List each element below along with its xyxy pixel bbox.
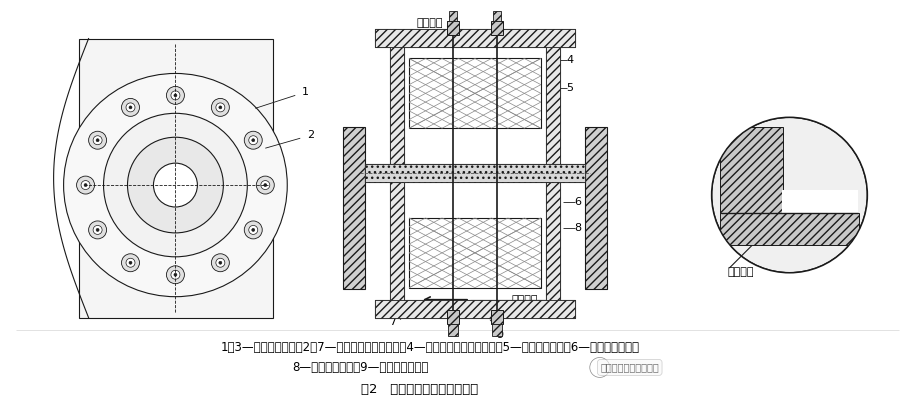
- Circle shape: [174, 94, 177, 97]
- Circle shape: [256, 176, 274, 194]
- Circle shape: [64, 74, 287, 297]
- Text: 8: 8: [575, 223, 581, 233]
- Bar: [491, 20, 503, 35]
- Circle shape: [252, 139, 254, 142]
- Circle shape: [211, 254, 230, 272]
- Circle shape: [219, 261, 221, 264]
- Bar: [390, 47, 404, 300]
- Circle shape: [89, 221, 106, 239]
- Bar: [491, 310, 503, 324]
- Circle shape: [129, 106, 132, 109]
- Circle shape: [93, 225, 102, 234]
- Circle shape: [171, 91, 180, 100]
- Text: 1: 1: [302, 88, 308, 97]
- Bar: [365, 164, 585, 182]
- Circle shape: [96, 228, 99, 231]
- Circle shape: [154, 163, 198, 207]
- Circle shape: [174, 273, 177, 276]
- Text: 7: 7: [390, 317, 397, 327]
- Text: 8—偏心块防护罩；9—防护罩安装螺栓: 8—偏心块防护罩；9—防护罩安装螺栓: [292, 361, 428, 374]
- Bar: [409, 58, 541, 128]
- Bar: [449, 11, 457, 20]
- Circle shape: [122, 99, 139, 116]
- Bar: [781, 190, 858, 213]
- Bar: [365, 164, 585, 182]
- Text: 4: 4: [566, 56, 574, 65]
- Circle shape: [264, 184, 267, 187]
- Bar: [492, 324, 502, 335]
- Circle shape: [167, 266, 185, 284]
- Bar: [79, 38, 274, 318]
- Circle shape: [96, 139, 99, 142]
- Bar: [585, 127, 607, 289]
- Circle shape: [252, 228, 254, 231]
- Circle shape: [249, 136, 258, 145]
- Bar: [719, 127, 782, 213]
- Text: 9: 9: [496, 330, 503, 339]
- Text: 机械设备维修保养大全: 机械设备维修保养大全: [600, 362, 659, 373]
- Bar: [404, 47, 546, 300]
- Circle shape: [244, 221, 263, 239]
- Bar: [447, 20, 459, 35]
- Circle shape: [93, 136, 102, 145]
- Bar: [448, 324, 458, 335]
- Text: 6: 6: [575, 197, 581, 207]
- Bar: [375, 29, 575, 47]
- Circle shape: [712, 117, 867, 273]
- Bar: [546, 47, 560, 300]
- Bar: [546, 47, 560, 300]
- Bar: [375, 300, 575, 318]
- Circle shape: [126, 258, 135, 267]
- Bar: [409, 218, 541, 288]
- Circle shape: [84, 184, 87, 187]
- Text: 2: 2: [307, 130, 314, 140]
- Circle shape: [244, 131, 263, 149]
- Text: 3: 3: [566, 31, 574, 40]
- Text: 安装间隙: 安装间隙: [727, 267, 754, 277]
- Circle shape: [216, 258, 225, 267]
- Text: 图2   振动筛激振器的安装方式: 图2 振动筛激振器的安装方式: [361, 383, 479, 396]
- Bar: [375, 29, 575, 47]
- Bar: [493, 11, 501, 20]
- Circle shape: [167, 86, 185, 104]
- Circle shape: [126, 103, 135, 112]
- Circle shape: [219, 106, 221, 109]
- Circle shape: [122, 254, 139, 272]
- Text: 安装方向: 安装方向: [511, 294, 538, 305]
- Bar: [390, 47, 404, 300]
- Bar: [447, 310, 459, 324]
- Circle shape: [103, 113, 247, 257]
- Circle shape: [249, 225, 258, 234]
- Circle shape: [81, 181, 90, 189]
- Text: 安装间隙: 安装间隙: [417, 18, 452, 28]
- Circle shape: [216, 103, 225, 112]
- Circle shape: [129, 261, 132, 264]
- Circle shape: [89, 131, 106, 149]
- Circle shape: [127, 137, 223, 233]
- Circle shape: [211, 99, 230, 116]
- Bar: [375, 300, 575, 318]
- Bar: [719, 213, 859, 245]
- Text: 1、3—振动筛侧邦板；2、7—激振器轴承座压板盘；4—激振器轴承座紧固螺栓；5—激振器轴承座；6—激振器偏心块；: 1、3—振动筛侧邦板；2、7—激振器轴承座压板盘；4—激振器轴承座紧固螺栓；5—…: [221, 341, 640, 354]
- Circle shape: [77, 176, 94, 194]
- Circle shape: [261, 181, 270, 189]
- Text: 5: 5: [566, 83, 574, 93]
- Circle shape: [171, 270, 180, 279]
- Bar: [343, 127, 365, 289]
